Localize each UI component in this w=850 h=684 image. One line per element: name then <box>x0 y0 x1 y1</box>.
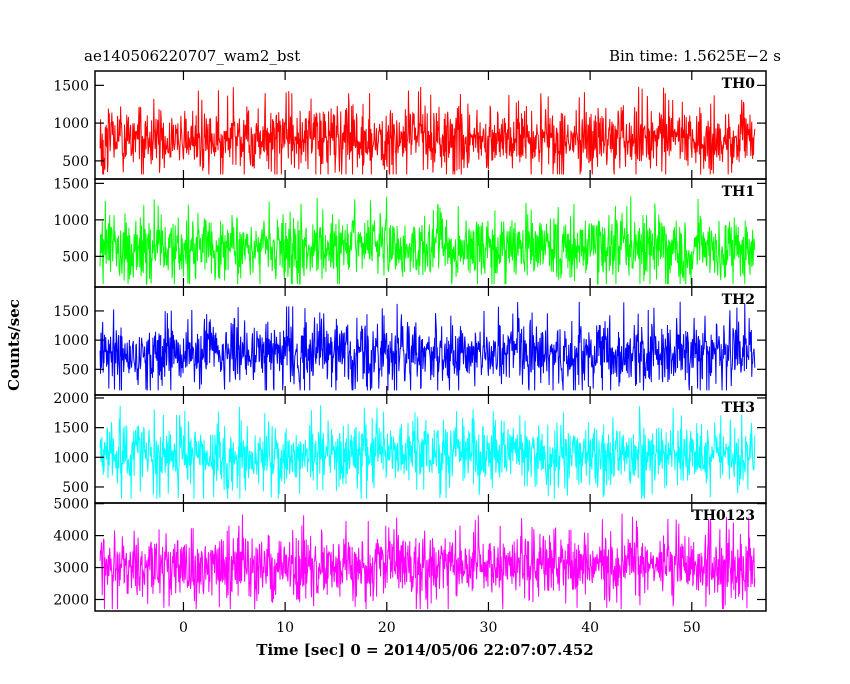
y-tick-label: 5000 <box>53 497 89 513</box>
series-label-th3: TH3 <box>722 400 755 416</box>
y-tick-label: 500 <box>62 154 89 170</box>
chart-title: ae140506220707_wam2_bst <box>84 47 300 65</box>
y-tick-label: 1500 <box>53 78 89 94</box>
y-tick-label: 500 <box>62 362 89 378</box>
lightcurve-trace-th2 <box>99 301 756 391</box>
y-tick-label: 500 <box>62 480 89 496</box>
y-axis-label: Counts/sec <box>5 299 23 391</box>
y-tick-label: 2000 <box>53 391 89 407</box>
panel-th1: 500 1000 1500 TH1 <box>53 176 767 288</box>
lightcurve-trace-th0 <box>99 86 756 175</box>
lightcurve-trace-th3 <box>99 405 756 499</box>
series-label-th0123: TH0123 <box>692 508 755 524</box>
y-tick-label: 1500 <box>53 304 89 320</box>
x-tick-label: 50 <box>683 620 701 636</box>
y-tick-label: 500 <box>62 249 89 265</box>
series-label-th2: TH2 <box>722 292 755 308</box>
x-axis-label: Time [sec] 0 = 2014/05/06 22:07:07.452 <box>256 641 593 659</box>
x-tick-label: 40 <box>581 620 599 636</box>
panel-th0: 500 1000 1500 TH0 <box>53 70 767 180</box>
y-tick-label: 1000 <box>53 333 89 349</box>
y-tick-label: 3000 <box>53 561 89 577</box>
y-tick-label: 1000 <box>53 213 89 229</box>
y-tick-label: 1500 <box>53 176 89 192</box>
series-label-th1: TH1 <box>722 184 755 200</box>
y-tick-label: 1000 <box>53 450 89 466</box>
series-label-th0: TH0 <box>722 76 756 92</box>
y-tick-label: 1500 <box>53 421 89 437</box>
y-tick-label: 1000 <box>53 116 89 132</box>
x-tick-label: 20 <box>378 620 396 636</box>
panel-th3: 500 1000 1500 2000 TH3 <box>53 391 767 504</box>
y-tick-label: 4000 <box>53 529 89 545</box>
lightcurve-trace-th0123 <box>99 513 756 610</box>
bin-time-label: Bin time: 1.5625E−2 s <box>609 47 781 65</box>
lightcurve-trace-th1 <box>99 196 756 285</box>
x-tick-label: 10 <box>276 620 294 636</box>
panel-th2: 500 1000 1500 TH2 <box>53 286 767 396</box>
y-tick-label: 2000 <box>53 592 89 608</box>
x-tick-label: 0 <box>179 620 188 636</box>
x-tick-label: 30 <box>480 620 498 636</box>
panel-th0123: 2000 3000 4000 5000 TH0123 <box>53 497 767 612</box>
panel-frame <box>94 502 767 612</box>
